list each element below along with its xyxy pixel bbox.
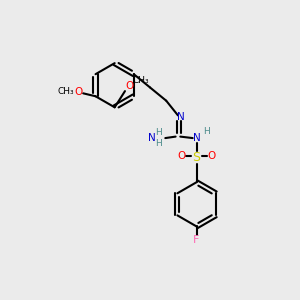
Text: F: F xyxy=(193,235,200,245)
Text: O: O xyxy=(125,81,134,91)
Text: H: H xyxy=(203,127,210,136)
Text: H: H xyxy=(155,128,162,137)
Text: H: H xyxy=(155,139,162,148)
Text: S: S xyxy=(193,151,200,164)
Text: CH₃: CH₃ xyxy=(57,87,74,96)
Text: N: N xyxy=(148,133,155,143)
Text: N: N xyxy=(177,112,185,122)
Text: CH₃: CH₃ xyxy=(133,76,149,85)
Text: O: O xyxy=(74,87,83,97)
Text: O: O xyxy=(208,151,216,161)
Text: O: O xyxy=(177,151,185,161)
Text: N: N xyxy=(193,133,200,143)
